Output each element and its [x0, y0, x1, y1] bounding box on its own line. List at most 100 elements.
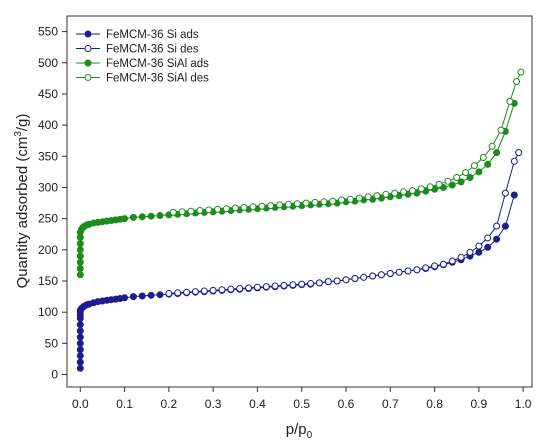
data-point — [351, 275, 359, 282]
series-1 — [165, 149, 523, 297]
data-point — [165, 290, 173, 297]
data-point — [493, 149, 501, 157]
data-point — [435, 180, 443, 188]
data-point — [475, 242, 483, 250]
data-point — [129, 293, 137, 301]
data-point — [462, 169, 470, 176]
legend-marker — [84, 30, 92, 38]
series-line — [79, 103, 515, 275]
series-line — [79, 194, 515, 369]
x-tick-label: 0.8 — [426, 397, 443, 411]
y-axis-title-end: /g) — [14, 114, 31, 132]
series-layer — [76, 68, 525, 372]
data-point — [253, 283, 261, 291]
data-point — [488, 142, 496, 150]
data-point — [369, 272, 377, 280]
data-point — [121, 215, 129, 223]
series-3 — [169, 68, 525, 216]
data-point — [147, 291, 155, 299]
data-point — [395, 268, 403, 276]
data-point — [484, 160, 492, 168]
data-point — [183, 288, 191, 296]
data-point — [271, 282, 279, 290]
data-point — [355, 194, 363, 202]
data-point — [501, 222, 509, 230]
y-axis-title-superscript: 3 — [13, 131, 24, 137]
data-point — [209, 286, 217, 294]
data-point — [377, 271, 385, 279]
y-tick-label: 350 — [38, 149, 58, 163]
data-point — [497, 126, 505, 134]
data-point — [298, 280, 306, 288]
data-point — [457, 253, 465, 261]
legend-marker — [84, 74, 92, 81]
data-point — [76, 352, 84, 360]
data-point — [453, 174, 461, 181]
legend-marker — [84, 45, 92, 52]
x-tick-label: 0.1 — [116, 397, 133, 411]
y-axis-title: Quantity adsorbed (cm3/g) — [13, 114, 31, 289]
data-point — [156, 212, 164, 219]
data-point — [138, 292, 146, 300]
x-tick-label: 0.2 — [161, 397, 178, 411]
y-tick-label: 200 — [38, 243, 58, 257]
data-point — [174, 289, 182, 297]
legend-label: FeMCM-36 SiAl des — [106, 73, 209, 85]
data-point — [346, 195, 354, 203]
data-point — [76, 321, 84, 329]
data-point — [227, 285, 235, 293]
data-point — [276, 201, 284, 209]
x-axis-title-subscript: 0 — [307, 430, 313, 441]
data-point — [156, 291, 164, 299]
x-tick-label: 0.3 — [205, 397, 222, 411]
data-point — [513, 78, 520, 85]
data-point — [76, 346, 84, 354]
data-point — [267, 202, 275, 210]
data-point — [76, 333, 84, 341]
data-point — [404, 267, 412, 275]
x-tick-label: 0.4 — [249, 397, 266, 411]
legend-label: FeMCM-36 Si ads — [106, 29, 199, 41]
data-point — [236, 285, 244, 292]
data-point — [360, 273, 368, 281]
data-point — [320, 198, 328, 206]
data-point — [400, 188, 408, 196]
data-point — [222, 205, 230, 213]
y-tick-label: 150 — [38, 274, 58, 288]
y-tick-label: 300 — [38, 180, 58, 194]
data-point — [386, 270, 394, 277]
data-point — [76, 271, 84, 279]
x-tick-label: 0.7 — [382, 397, 399, 411]
data-point — [506, 97, 514, 105]
data-point — [76, 339, 84, 347]
legend-item: FeMCM-36 SiAl ads — [76, 58, 209, 70]
data-point — [484, 234, 492, 242]
data-point — [466, 248, 474, 256]
x-tick-label: 0.6 — [338, 397, 355, 411]
data-point — [289, 281, 297, 289]
data-point — [245, 284, 253, 292]
data-point — [218, 286, 226, 294]
plot-frame — [66, 15, 533, 388]
data-point — [76, 364, 84, 372]
data-point — [338, 196, 346, 204]
data-point — [413, 266, 421, 274]
data-point — [382, 190, 390, 198]
data-point — [293, 200, 301, 208]
y-tick-label: 50 — [45, 336, 59, 350]
data-point — [191, 288, 199, 296]
data-point — [302, 199, 310, 207]
series-2 — [76, 99, 518, 279]
y-tick-label: 450 — [38, 87, 58, 101]
data-point — [147, 212, 155, 220]
y-tick-label: 0 — [51, 368, 58, 382]
y-axis: 0 50 100 150 200 250 300 350 400 450 500 550 — [38, 25, 67, 382]
y-tick-label: 100 — [38, 305, 58, 319]
data-point — [466, 174, 474, 181]
data-point — [258, 202, 266, 210]
data-point — [329, 197, 337, 205]
data-point — [76, 358, 84, 366]
data-point — [510, 157, 518, 165]
data-point — [76, 246, 84, 254]
data-point — [475, 248, 483, 256]
